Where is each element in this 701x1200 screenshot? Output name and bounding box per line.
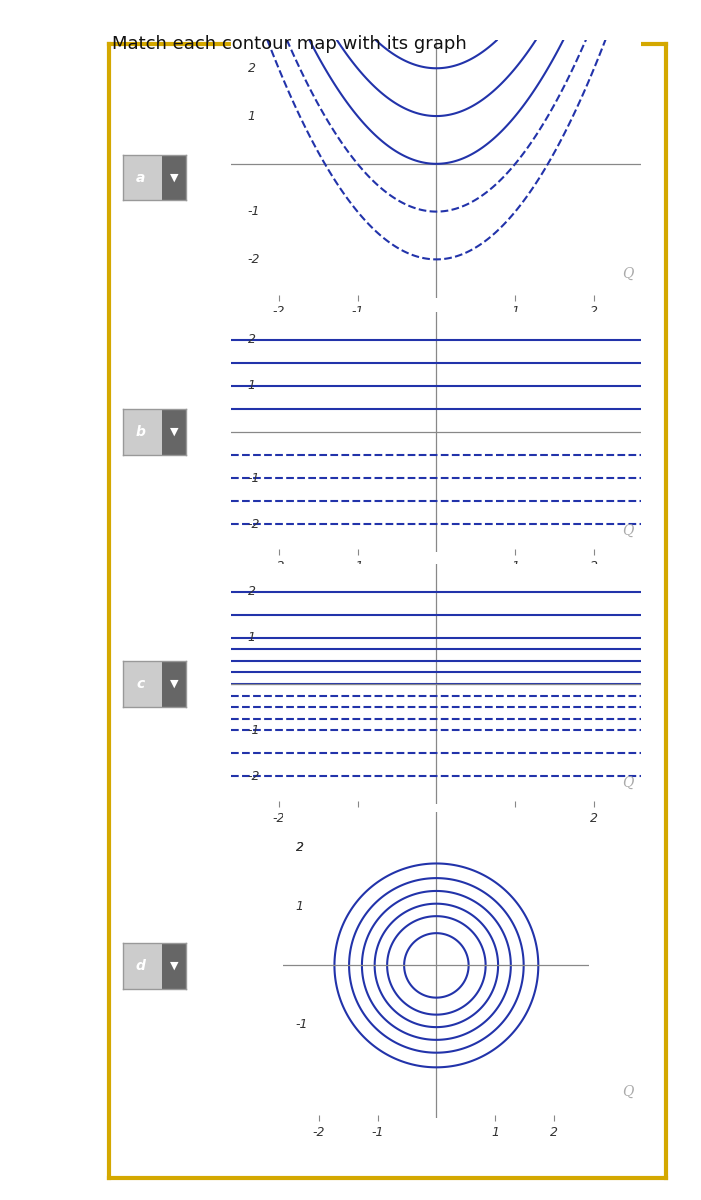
FancyBboxPatch shape	[162, 661, 186, 707]
Text: 2: 2	[296, 841, 304, 854]
Text: 1: 1	[247, 631, 256, 644]
Text: Match each contour map with its graph: Match each contour map with its graph	[112, 35, 467, 53]
Text: -2: -2	[247, 770, 260, 782]
Text: -1: -1	[247, 205, 260, 218]
FancyBboxPatch shape	[123, 943, 162, 989]
FancyBboxPatch shape	[162, 155, 186, 200]
Text: 1: 1	[296, 900, 304, 913]
Text: ▼: ▼	[170, 679, 178, 689]
Text: ▼: ▼	[170, 961, 178, 971]
Text: Q: Q	[622, 775, 633, 790]
Text: ▼: ▼	[170, 427, 178, 437]
Text: -1: -1	[296, 1018, 308, 1031]
FancyBboxPatch shape	[123, 409, 162, 455]
Text: Q: Q	[622, 266, 633, 281]
Text: 2: 2	[247, 61, 256, 74]
Text: 1: 1	[247, 109, 256, 122]
Text: a: a	[136, 170, 145, 185]
Text: Q: Q	[622, 1085, 633, 1099]
Text: 2: 2	[296, 841, 304, 854]
Text: 2: 2	[247, 334, 256, 346]
Text: b: b	[135, 425, 145, 439]
Text: -2: -2	[247, 253, 260, 266]
FancyBboxPatch shape	[123, 661, 162, 707]
FancyBboxPatch shape	[162, 943, 186, 989]
Text: -1: -1	[247, 724, 260, 737]
Text: c: c	[136, 677, 144, 691]
Text: d: d	[135, 959, 145, 973]
Text: -2: -2	[247, 518, 260, 530]
FancyBboxPatch shape	[123, 155, 162, 200]
FancyBboxPatch shape	[162, 409, 186, 455]
Text: Q: Q	[622, 523, 633, 538]
Text: -1: -1	[247, 472, 260, 485]
Text: 1: 1	[247, 379, 256, 392]
Text: 2: 2	[247, 586, 256, 598]
Text: ▼: ▼	[170, 173, 178, 182]
